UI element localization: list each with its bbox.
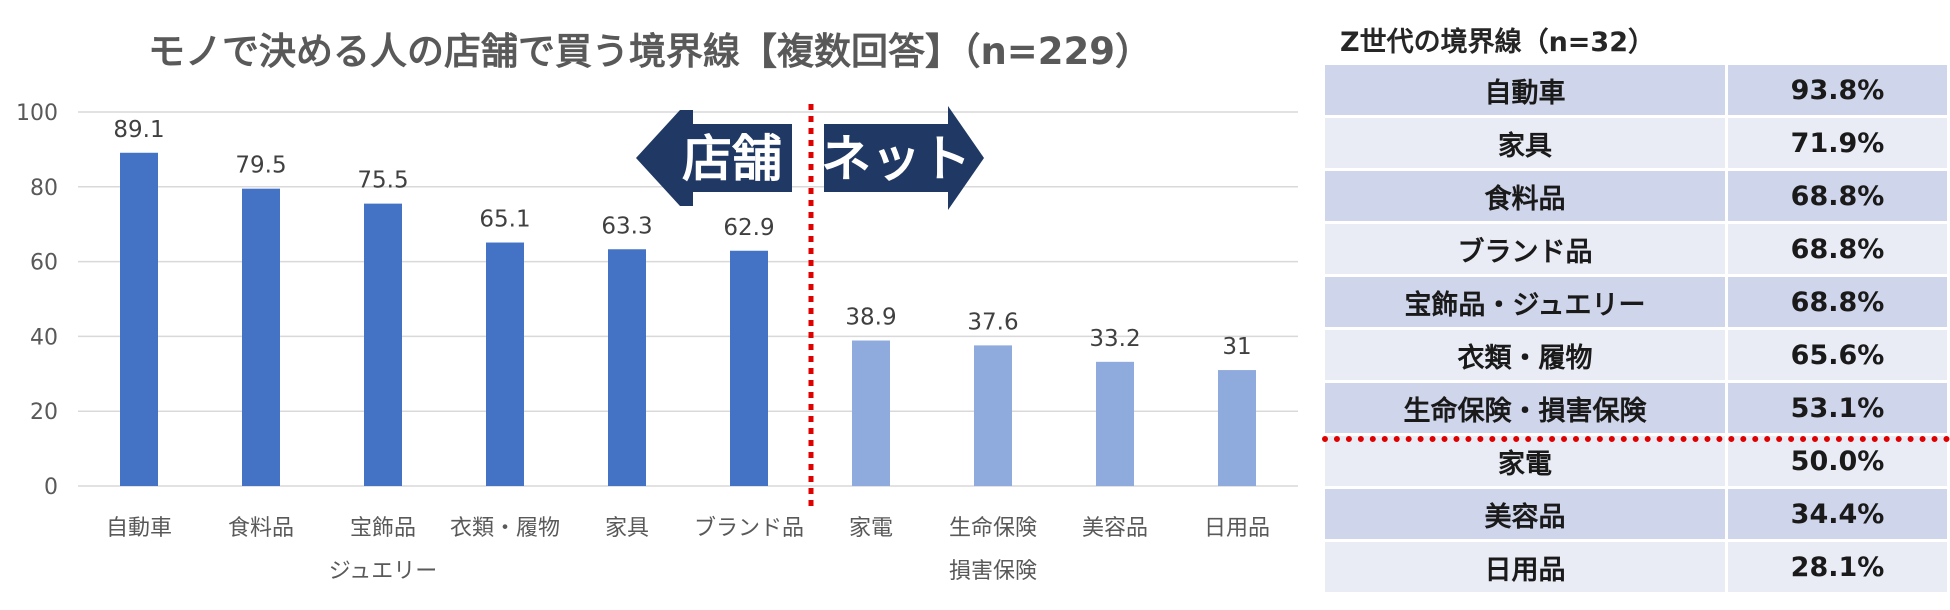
y-tick-label: 40 — [30, 325, 58, 350]
table-row: 宝飾品・ジュエリー 68.8% — [1322, 274, 1950, 330]
bar — [120, 152, 158, 487]
x-tick-label: 美容品 — [1082, 516, 1148, 541]
net-arrow-head — [948, 106, 984, 210]
table-row: ブランド品 68.8% — [1322, 221, 1950, 277]
data-label: 63.3 — [601, 213, 652, 239]
table-item-cell: 家電 — [1322, 433, 1728, 489]
net-arrow-body — [824, 124, 950, 192]
x-tick-label: 損害保険 — [949, 559, 1037, 584]
y-axis-ticks: 0 20 40 60 80 100 — [16, 101, 58, 500]
data-label: 38.9 — [845, 305, 896, 331]
table-item-cell: 家具 — [1322, 115, 1728, 171]
table-item-cell: 自動車 — [1322, 62, 1728, 118]
y-tick-label: 80 — [30, 176, 58, 201]
table-title: Z世代の境界線（n=32） — [1340, 27, 1655, 58]
x-tick-label: 日用品 — [1204, 516, 1270, 541]
x-tick-label: 衣類・履物 — [450, 516, 560, 541]
data-label: 33.2 — [1089, 326, 1140, 352]
table-row: 食料品 68.8% — [1322, 168, 1950, 224]
bar — [608, 249, 646, 486]
data-label: 65.1 — [479, 207, 530, 233]
table-value-cell: 34.4% — [1725, 486, 1950, 542]
bar — [730, 250, 768, 486]
table-value-cell: 93.8% — [1725, 62, 1950, 118]
x-tick-label: 家具 — [605, 516, 649, 541]
x-tick-label: 生命保険 — [949, 516, 1037, 541]
chart-title: モノで決める人の店舗で買う境界線【複数回答】（n=229） — [148, 30, 1152, 73]
bar — [242, 188, 280, 487]
table-value-cell: 53.1% — [1725, 380, 1950, 436]
gen-z-panel: Z世代の境界線（n=32） 自動車 93.8% 家具 71.9% 食料品 68.8% ブラン… — [1320, 0, 1950, 610]
table-item-cell: ブランド品 — [1322, 221, 1728, 277]
table-row: 衣類・履物 65.6% — [1322, 327, 1950, 383]
table-row: 美容品 34.4% — [1322, 486, 1950, 542]
bar — [364, 203, 402, 486]
table-row: 生命保険・損害保険 53.1% — [1322, 380, 1950, 436]
bar — [1096, 361, 1134, 486]
bar — [974, 345, 1012, 486]
table-item-cell: 美容品 — [1322, 486, 1728, 542]
table-value-cell: 68.8% — [1725, 221, 1950, 277]
gen-z-table: 自動車 93.8% 家具 71.9% 食料品 68.8% ブランド品 68.8% 宝飾品・ジュエ… — [1322, 62, 1950, 595]
table-item-cell: 宝飾品・ジュエリー — [1322, 274, 1728, 330]
bar-chart: モノで決める人の店舗で買う境界線【複数回答】（n=229） 0 20 40 60 80 1… — [16, 30, 1298, 584]
table-row: 自動車 93.8% — [1322, 62, 1950, 118]
table-value-cell: 65.6% — [1725, 327, 1950, 383]
table-item-cell: 衣類・履物 — [1322, 327, 1728, 383]
y-tick-label: 100 — [16, 101, 58, 126]
table-item-cell: 食料品 — [1322, 168, 1728, 224]
x-tick-label: 食料品 — [228, 516, 294, 541]
y-tick-label: 60 — [30, 251, 58, 276]
table-value-cell: 28.1% — [1725, 539, 1950, 595]
chart-canvas: モノで決める人の店舗で買う境界線【複数回答】（n=229） 0 20 40 60 80 1… — [16, 30, 1298, 584]
x-tick-label: ジュエリー — [329, 559, 437, 584]
table-row: 日用品 28.1% — [1322, 539, 1950, 595]
table-value-cell: 68.8% — [1725, 168, 1950, 224]
table-item-cell: 生命保険・損害保険 — [1322, 380, 1728, 436]
table-row: 家電 50.0% — [1322, 433, 1950, 489]
y-tick-label: 0 — [44, 475, 58, 500]
bar — [486, 242, 524, 486]
data-label: 89.1 — [113, 117, 164, 143]
data-label: 75.5 — [357, 168, 408, 194]
bars — [120, 152, 1256, 487]
store-arrow-label: 店舗 — [682, 130, 782, 188]
data-labels: 89.1 79.5 75.5 65.1 63.3 62.9 38.9 37.6 33.2 31 — [113, 117, 1251, 360]
bar — [852, 340, 890, 486]
x-tick-label: 宝飾品 — [350, 516, 416, 541]
bar — [1218, 370, 1256, 486]
store-arrow-body — [672, 124, 792, 192]
net-arrow-label: ネット — [821, 130, 971, 188]
table-value-cell: 68.8% — [1725, 274, 1950, 330]
data-label: 62.9 — [723, 215, 774, 241]
table-value-cell: 71.9% — [1725, 115, 1950, 171]
y-tick-label: 20 — [30, 400, 58, 425]
x-tick-label: 自動車 — [106, 516, 172, 541]
x-tick-label: 家電 — [849, 516, 893, 541]
table-row: 家具 71.9% — [1322, 115, 1950, 171]
table-divider — [1322, 436, 1950, 442]
data-label: 79.5 — [235, 153, 286, 179]
table-item-cell: 日用品 — [1322, 539, 1728, 595]
data-label: 31 — [1222, 334, 1251, 360]
x-tick-label: ブランド品 — [694, 516, 804, 541]
table-value-cell: 50.0% — [1725, 433, 1950, 489]
data-label: 37.6 — [967, 309, 1018, 335]
